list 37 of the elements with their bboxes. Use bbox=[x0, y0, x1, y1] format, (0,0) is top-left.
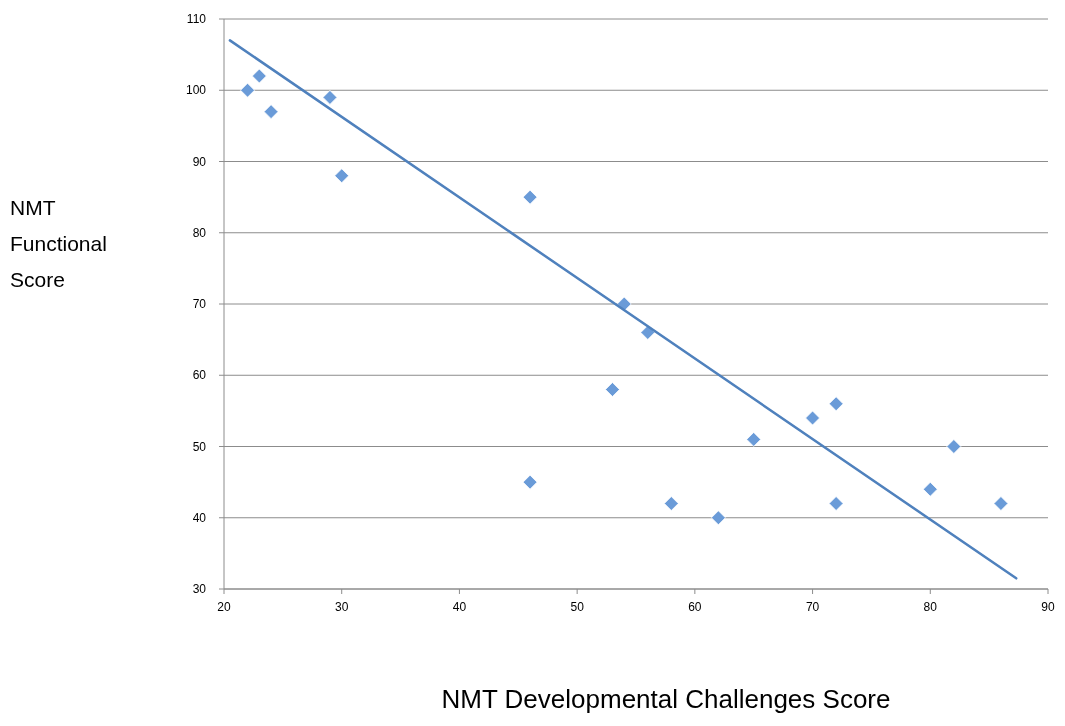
x-tick-label: 90 bbox=[1041, 600, 1055, 614]
point bbox=[240, 82, 255, 98]
point bbox=[334, 168, 350, 184]
x-tick-label: 70 bbox=[805, 600, 820, 614]
point bbox=[322, 89, 338, 105]
point bbox=[746, 431, 762, 447]
x-tick-label: 40 bbox=[452, 600, 467, 614]
point bbox=[946, 439, 962, 454]
y-tick-label: 60 bbox=[192, 368, 207, 383]
point bbox=[828, 496, 844, 511]
point bbox=[805, 410, 820, 426]
y-tick-label: 70 bbox=[192, 297, 207, 312]
point bbox=[605, 382, 620, 397]
x-tick-label: 20 bbox=[217, 600, 231, 614]
point bbox=[640, 325, 656, 340]
point bbox=[993, 496, 1009, 511]
x-tick-label: 30 bbox=[335, 600, 349, 614]
point bbox=[922, 481, 938, 497]
x-tick-label: 50 bbox=[570, 600, 585, 614]
point bbox=[522, 189, 538, 205]
point bbox=[663, 496, 679, 511]
x-axis-title: NMT Developmental Challenges Score bbox=[441, 684, 891, 714]
y-tick-label: 30 bbox=[192, 582, 207, 597]
point bbox=[828, 396, 844, 412]
point bbox=[251, 68, 267, 84]
y-tick-label: 80 bbox=[192, 225, 207, 240]
y-tick-label: 40 bbox=[192, 510, 207, 525]
point bbox=[263, 104, 279, 120]
x-tick-label: 60 bbox=[688, 600, 702, 614]
y-tick-label: 90 bbox=[192, 154, 207, 169]
y-tick-label: 50 bbox=[192, 439, 207, 454]
y-tick-label: 110 bbox=[186, 12, 207, 27]
point bbox=[522, 474, 538, 490]
y-tick-label: 100 bbox=[185, 83, 207, 98]
y-axis-title: NMT Functional Score bbox=[10, 196, 107, 291]
x-tick-label: 80 bbox=[923, 600, 938, 614]
point bbox=[711, 510, 726, 526]
